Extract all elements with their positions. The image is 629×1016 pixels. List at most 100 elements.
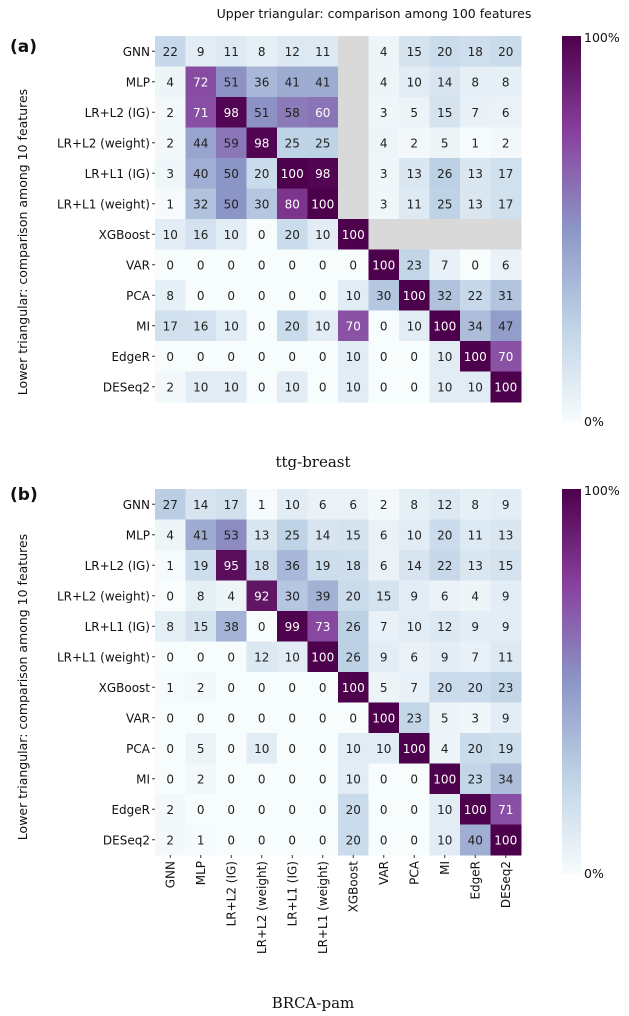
- heatmap-cell: [490, 249, 522, 281]
- cell-value-label: 15: [346, 528, 361, 542]
- cell-value-label: 3: [166, 167, 174, 181]
- heatmap-cell: [246, 733, 278, 764]
- row-label-mi: MI: [136, 319, 150, 333]
- heatmap-cell: [338, 824, 369, 856]
- heatmap-cell: [246, 702, 278, 734]
- cell-value-label: 19: [498, 742, 513, 756]
- heatmap-cell: [307, 550, 339, 581]
- cell-value-label: 0: [319, 833, 327, 847]
- heatmap-cell: [338, 97, 369, 128]
- cell-value-label: 19: [315, 559, 330, 573]
- heatmap-cell: [185, 188, 217, 220]
- cell-value-label: 0: [227, 289, 235, 303]
- heatmap-cell: [155, 371, 186, 403]
- heatmap-cell: [155, 127, 186, 159]
- heatmap-cell: [307, 489, 339, 520]
- heatmap-cell: [155, 310, 186, 342]
- cell-value-label: 9: [502, 589, 510, 603]
- cell-value-label: 10: [163, 228, 178, 242]
- cell-value-label: 0: [319, 772, 327, 786]
- heatmap-cell: [185, 580, 217, 612]
- cell-value-label: 95: [224, 559, 239, 573]
- heatmap-cell: [368, 66, 400, 98]
- cell-value-label: 0: [319, 289, 327, 303]
- cell-value-label: 1: [197, 833, 205, 847]
- cell-value-label: 100: [342, 681, 365, 695]
- cell-value-label: 9: [502, 620, 510, 634]
- panel-label-a: (a): [10, 37, 37, 57]
- cell-value-label: 12: [285, 45, 300, 59]
- col-label-mi: MI: [438, 861, 452, 875]
- cell-value-label: 0: [410, 803, 418, 817]
- side-label-a: Lower triangular: comparison among 10 fe…: [15, 89, 30, 395]
- heatmap-cell: [460, 188, 491, 220]
- heatmap-cell: [185, 249, 217, 281]
- heatmap-cell: [246, 127, 278, 159]
- cell-value-label: 0: [197, 711, 205, 725]
- cell-value-label: 70: [498, 350, 513, 364]
- heatmap-cell: [368, 519, 400, 551]
- cell-value-label: 51: [254, 106, 269, 120]
- heatmap-cell: [429, 127, 461, 159]
- heatmap-cell: [338, 550, 369, 581]
- cell-value-label: 0: [319, 711, 327, 725]
- heatmap-cell: [429, 550, 461, 581]
- heatmap-cell: [155, 158, 186, 189]
- col-label-edger: EdgeR: [468, 861, 482, 900]
- cell-value-label: 5: [410, 106, 418, 120]
- heatmap-cell: [399, 641, 430, 673]
- heatmap-cell: [368, 36, 400, 67]
- heatmap-cell: [185, 733, 217, 764]
- heatmap-cell: [399, 733, 430, 764]
- heatmap-cell: [277, 97, 308, 128]
- heatmap-cell: [338, 580, 369, 612]
- row-label-mlp: MLP: [126, 528, 150, 542]
- cell-value-label: 4: [166, 528, 174, 542]
- cell-value-label: 0: [380, 772, 388, 786]
- cell-value-label: 0: [166, 350, 174, 364]
- heatmap-cell: [155, 824, 186, 856]
- cell-value-label: 20: [437, 681, 452, 695]
- cell-value-label: 6: [441, 589, 449, 603]
- heatmap-cell: [307, 519, 339, 551]
- heatmap-cell: [338, 672, 369, 703]
- cell-value-label: 20: [346, 589, 361, 603]
- heatmap-cell: [277, 611, 308, 642]
- heatmap-cell: [338, 519, 369, 551]
- heatmap-cell: [307, 280, 339, 311]
- heatmap-cell: [368, 702, 400, 734]
- cell-value-label: 0: [380, 319, 388, 333]
- heatmap-cell: [460, 672, 491, 703]
- cell-value-label: 0: [227, 742, 235, 756]
- heatmap-cell: [155, 280, 186, 311]
- cell-value-label: 10: [224, 380, 239, 394]
- heatmap-cell: [399, 66, 430, 98]
- heatmap-cell: [155, 66, 186, 98]
- heatmap-cell: [185, 127, 217, 159]
- heatmap-cell: [399, 158, 430, 189]
- heatmap-cell: [246, 249, 278, 281]
- colorbar-min-label: 0%: [584, 866, 604, 881]
- heatmap-cell: [216, 219, 247, 250]
- heatmap-cell: [429, 763, 461, 795]
- heatmap-cell: [368, 158, 400, 189]
- heatmap-cell: [399, 672, 430, 703]
- cell-value-label: 10: [407, 528, 422, 542]
- heatmap-cell: [368, 219, 400, 250]
- cell-value-label: 0: [380, 350, 388, 364]
- heatmap-cell: [307, 580, 339, 612]
- cell-value-label: 6: [380, 528, 388, 542]
- cell-value-label: 0: [197, 350, 205, 364]
- cell-value-label: 0: [227, 650, 235, 664]
- cell-value-label: 10: [315, 228, 330, 242]
- heatmap-cell: [338, 188, 369, 220]
- heatmap-a: 22 9 11 8 12 11 4 15 20 18 204 72 51 36 41 41 4 10 14 8 82 71…: [57, 36, 522, 403]
- heatmap-cell: [185, 702, 217, 734]
- heatmap-cell: [216, 824, 247, 856]
- heatmap-cell: [399, 280, 430, 311]
- cell-value-label: 26: [346, 620, 361, 634]
- heatmap-cell: [429, 97, 461, 128]
- heatmap-cell: [368, 672, 400, 703]
- heatmap-cell: [399, 702, 430, 734]
